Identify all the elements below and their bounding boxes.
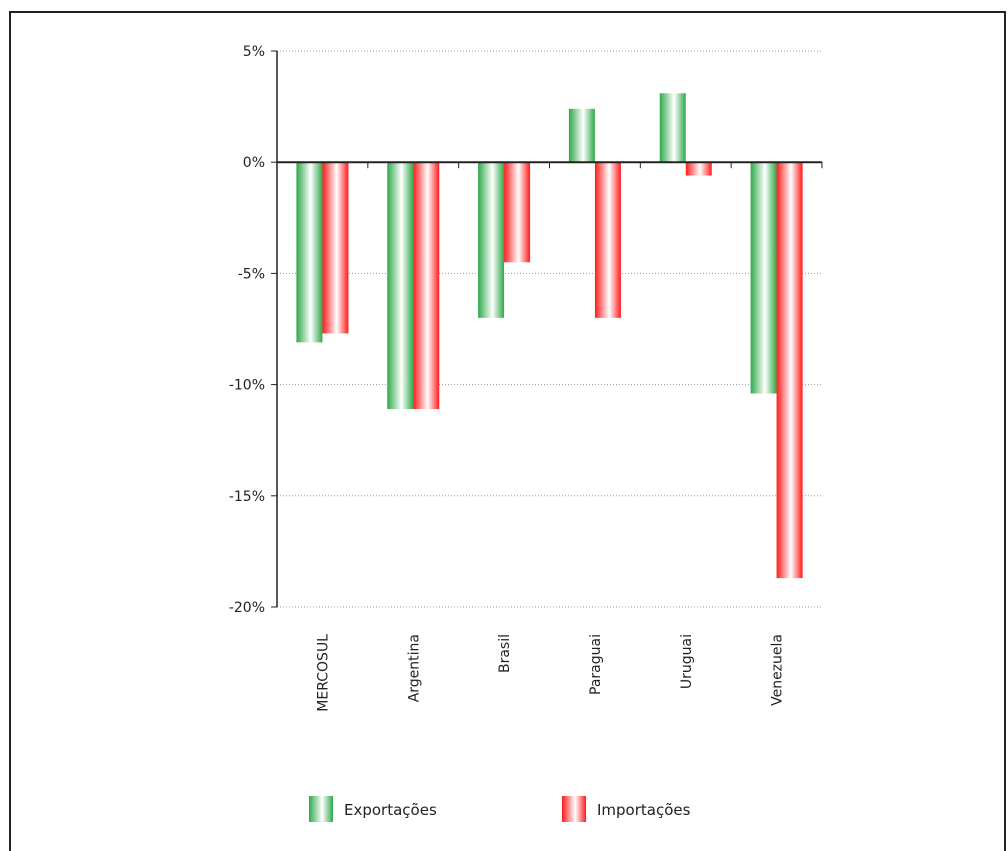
legend-label: Exportações bbox=[344, 801, 437, 819]
legend: Exportações Importações bbox=[309, 796, 691, 822]
category-label: Paraguai bbox=[588, 634, 604, 695]
bar-exportacoes bbox=[478, 162, 505, 318]
bar-exportacoes bbox=[387, 162, 414, 410]
y-tick-label: 0% bbox=[243, 155, 265, 171]
bar-exportacoes bbox=[296, 162, 323, 343]
bar-importacoes bbox=[322, 162, 349, 334]
axes bbox=[271, 50, 823, 608]
bar-importacoes bbox=[504, 162, 531, 263]
y-tick-labels: 5% 0% -5% -10% -15% -20% bbox=[229, 44, 265, 616]
y-tick-label: 5% bbox=[243, 44, 265, 60]
y-tick-label: -20% bbox=[229, 600, 265, 616]
bar-exportacoes bbox=[750, 162, 777, 394]
category-labels: MERCOSUL Argentina Brasil Paraguai Uruguai Ve… bbox=[315, 634, 785, 712]
legend-label: Importações bbox=[597, 801, 691, 819]
gridlines bbox=[277, 50, 822, 608]
bar-exportacoes bbox=[568, 108, 595, 163]
category-label: MERCOSUL bbox=[315, 634, 331, 712]
bar-importacoes bbox=[776, 162, 803, 579]
bar-importacoes bbox=[594, 162, 621, 318]
y-tick-label: -5% bbox=[238, 266, 265, 282]
chart-frame bbox=[9, 11, 1006, 851]
category-label: Venezuela bbox=[770, 634, 786, 706]
y-tick-label: -15% bbox=[229, 489, 265, 505]
category-label: Brasil bbox=[497, 634, 513, 673]
category-label: Argentina bbox=[406, 634, 422, 702]
y-tick-label: -10% bbox=[229, 378, 265, 394]
legend-swatch bbox=[562, 796, 586, 822]
category-label: Uruguai bbox=[679, 634, 695, 689]
bar-importacoes bbox=[685, 162, 712, 176]
bars bbox=[296, 93, 803, 579]
legend-swatch bbox=[309, 796, 333, 822]
bar-importacoes bbox=[413, 162, 440, 410]
bar-exportacoes bbox=[659, 93, 686, 163]
